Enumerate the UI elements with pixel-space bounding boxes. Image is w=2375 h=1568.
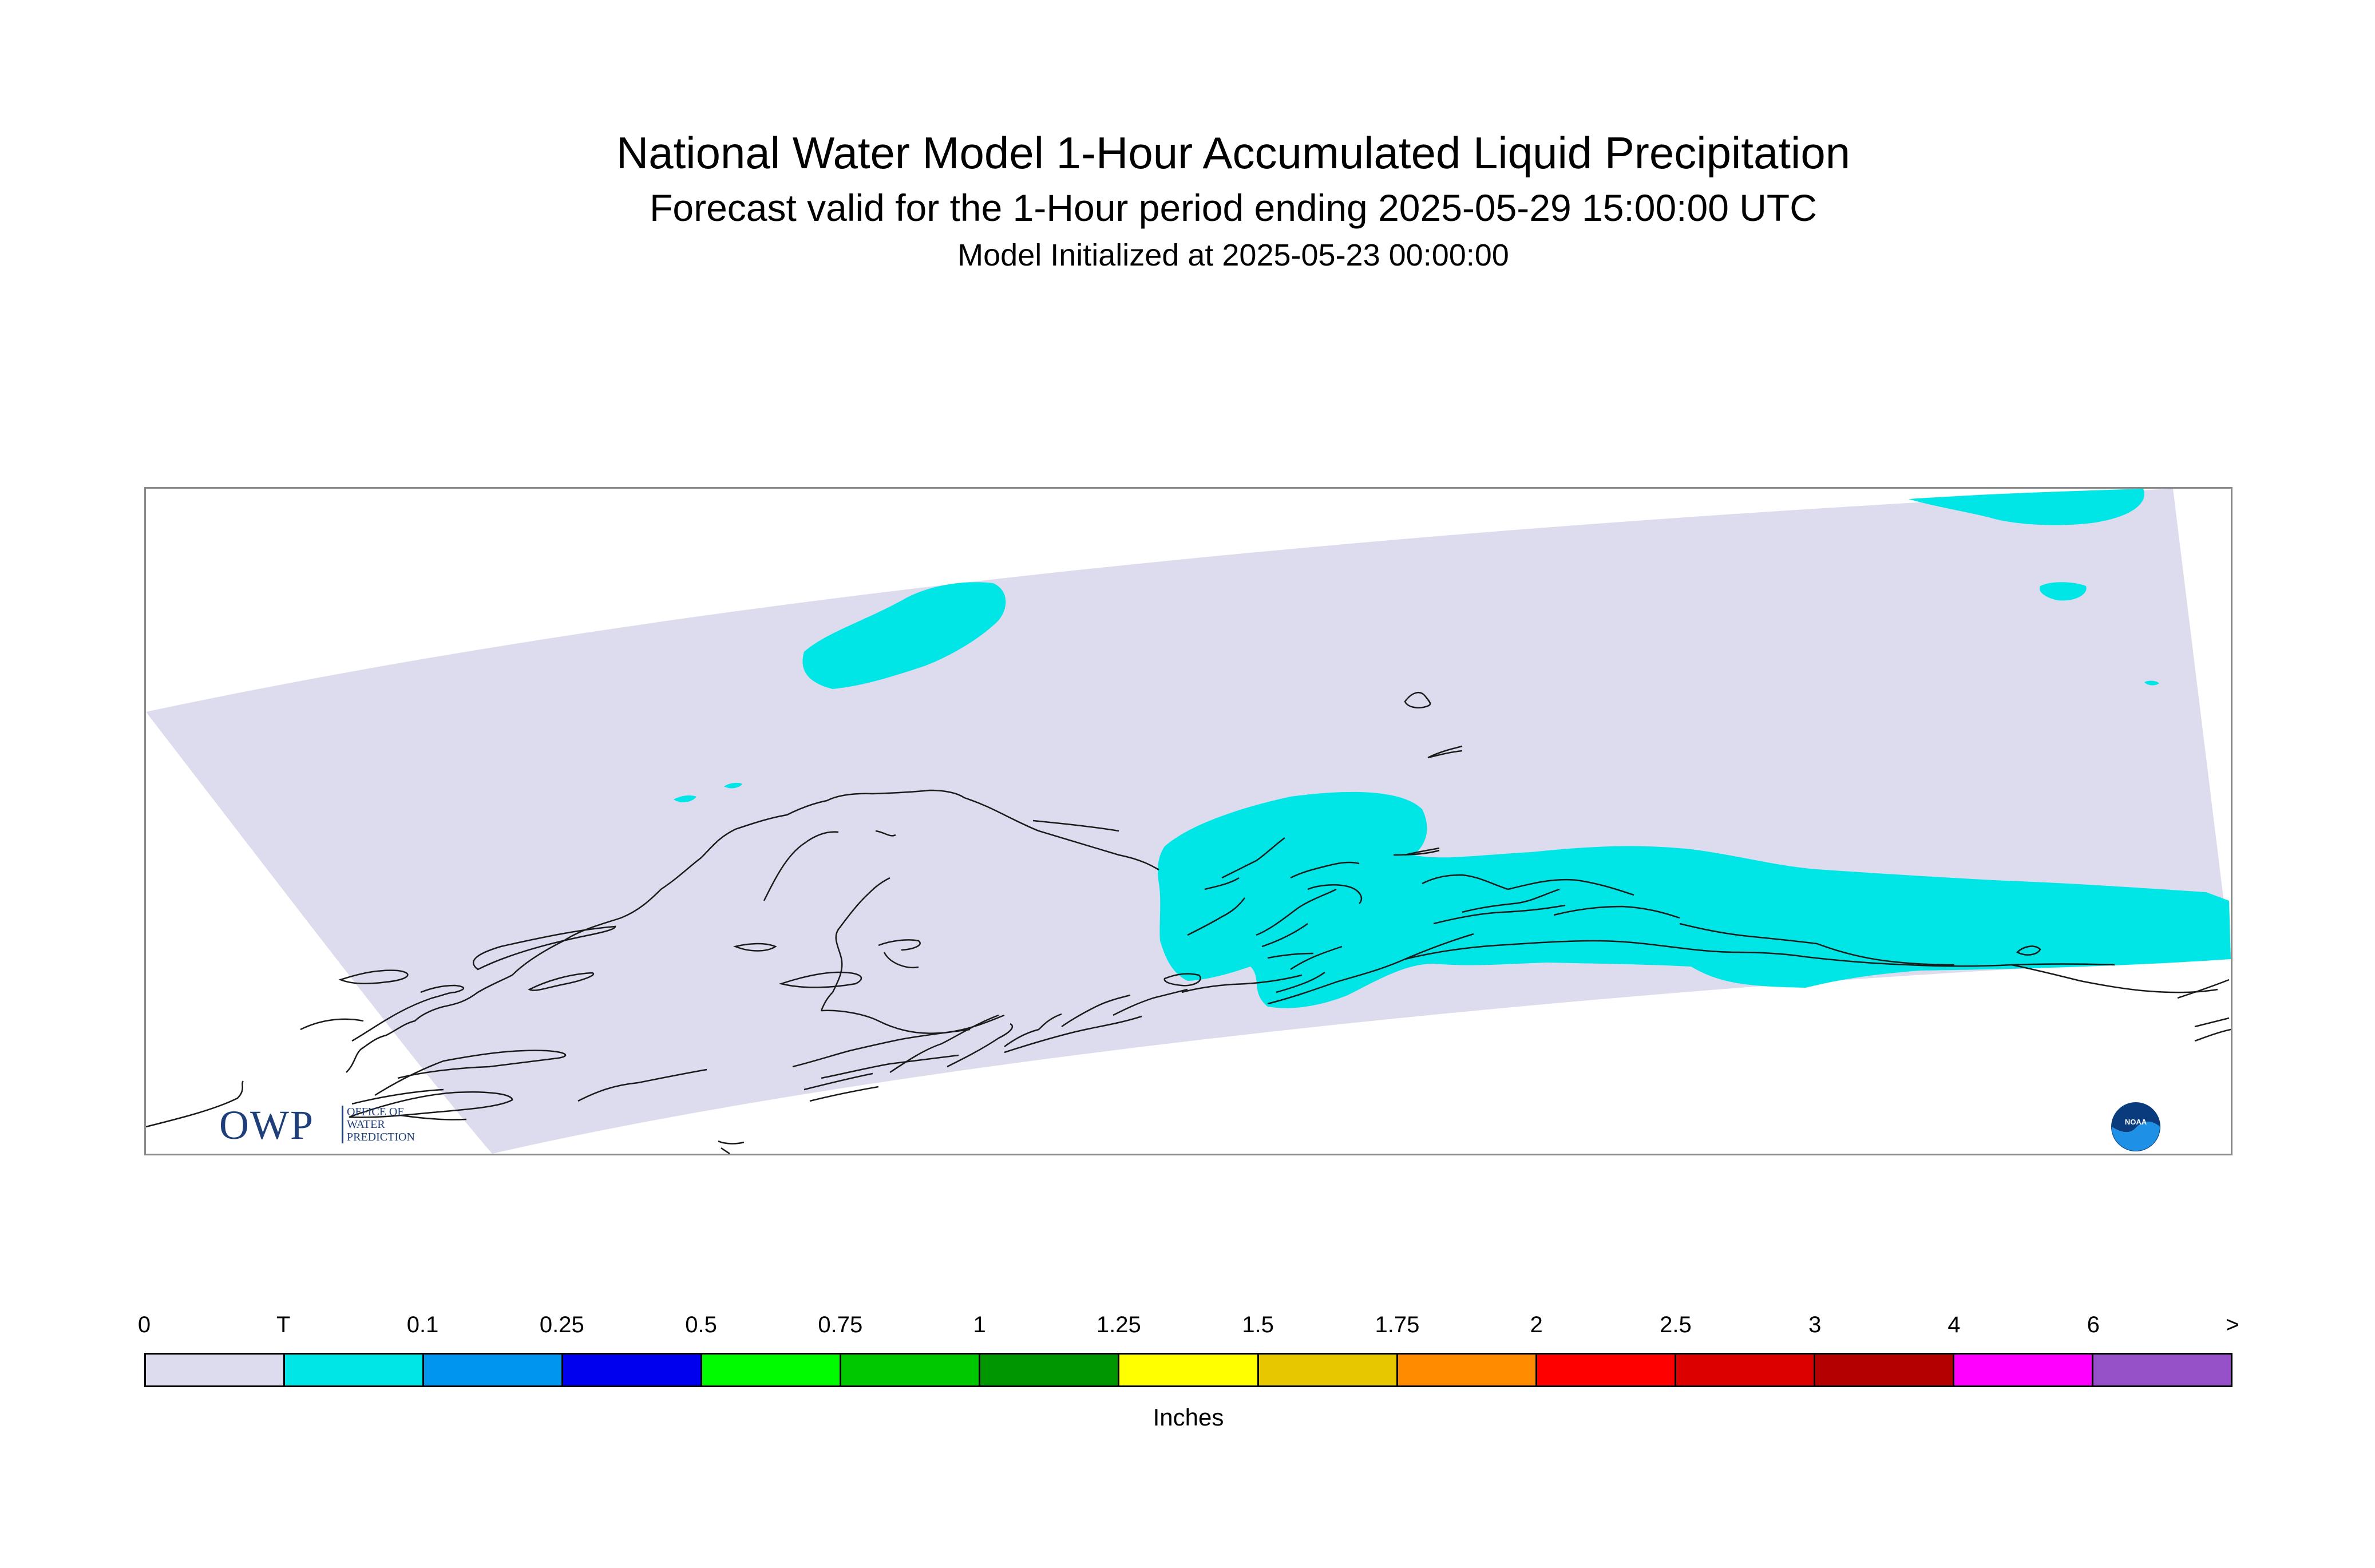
legend-tick-label: 1.75 bbox=[1375, 1312, 1420, 1337]
precip-area-northcentral bbox=[802, 582, 1006, 689]
owp-logo-subtitle: OFFICE OF WATER PREDICTION bbox=[342, 1106, 415, 1143]
legend-swatch bbox=[146, 1355, 286, 1385]
legend-tick-label: 0.1 bbox=[406, 1312, 439, 1337]
legend-tick-label: T bbox=[276, 1312, 291, 1337]
legend-tick-label: 2.5 bbox=[1660, 1312, 1692, 1337]
map-title: National Water Model 1-Hour Accumulated … bbox=[616, 128, 1851, 178]
legend-swatch bbox=[1398, 1355, 1537, 1385]
legend-swatch bbox=[980, 1355, 1120, 1385]
owp-logo-line2: WATER bbox=[347, 1118, 385, 1131]
legend-tick-label: 0 bbox=[137, 1312, 151, 1337]
legend-swatch bbox=[285, 1355, 425, 1385]
legend-colorbar bbox=[144, 1353, 2232, 1387]
legend-tick-label: 1.5 bbox=[1242, 1312, 1274, 1337]
legend-tick-label: 1 bbox=[973, 1312, 986, 1337]
legend-tick-label: 6 bbox=[2087, 1312, 2100, 1337]
model-domain bbox=[146, 489, 2231, 1154]
legend-swatch bbox=[702, 1355, 842, 1385]
legend-swatch bbox=[1119, 1355, 1259, 1385]
noaa-logo-icon: NOAA bbox=[2111, 1102, 2160, 1151]
legend-unit-label: Inches bbox=[1153, 1404, 1224, 1431]
map-subtitle: Forecast valid for the 1-Hour period end… bbox=[650, 187, 1817, 229]
legend-tick-label: 2 bbox=[1530, 1312, 1543, 1337]
model-init-time: Model Initialized at 2025-05-23 00:00:00 bbox=[957, 238, 1509, 272]
coastlines bbox=[146, 691, 2231, 1154]
owp-logo-line3: PREDICTION bbox=[347, 1131, 415, 1143]
legend-tick-label: > bbox=[2226, 1312, 2239, 1337]
precip-legend: 0 T 0.1 0.25 0.5 0.75 1 1.25 1.5 1.75 2 2.5 3 4 6 > Inc… bbox=[138, 1312, 2239, 1431]
precip-area-small-east bbox=[2039, 582, 2087, 601]
legend-swatch bbox=[1258, 1355, 1398, 1385]
owp-logo-line1: OFFICE OF bbox=[347, 1106, 404, 1118]
legend-tick-label: 1.25 bbox=[1096, 1312, 1141, 1337]
legend-swatch bbox=[841, 1355, 981, 1385]
owp-logo: OWP OFFICE OF WATER PREDICTION bbox=[219, 1101, 437, 1153]
legend-swatch bbox=[2093, 1355, 2231, 1385]
precip-area-tiny-west-2 bbox=[724, 782, 742, 789]
legend-swatch bbox=[1954, 1355, 2093, 1385]
map-panel: OWP OFFICE OF WATER PREDICTION NOAA bbox=[144, 487, 2232, 1155]
owp-logo-letters: OWP bbox=[219, 1102, 314, 1148]
noaa-logo-text: NOAA bbox=[2125, 1118, 2147, 1126]
precip-area-tiny-west-1 bbox=[674, 795, 696, 803]
legend-swatch bbox=[1676, 1355, 1815, 1385]
legend-tick-label: 0.5 bbox=[685, 1312, 717, 1337]
legend-swatch bbox=[563, 1355, 703, 1385]
legend-tick-label: 3 bbox=[1808, 1312, 1822, 1337]
legend-swatch bbox=[1815, 1355, 1954, 1385]
legend-tick-label: 4 bbox=[1948, 1312, 1961, 1337]
precip-area-tiny-east bbox=[2144, 680, 2159, 686]
legend-tick-label: 0.25 bbox=[539, 1312, 584, 1337]
legend-tick-label: 0.75 bbox=[818, 1312, 863, 1337]
precipitation-map bbox=[146, 489, 2231, 1154]
precip-area-northeast bbox=[1909, 489, 2144, 525]
legend-swatch bbox=[424, 1355, 564, 1385]
legend-swatch bbox=[1537, 1355, 1676, 1385]
